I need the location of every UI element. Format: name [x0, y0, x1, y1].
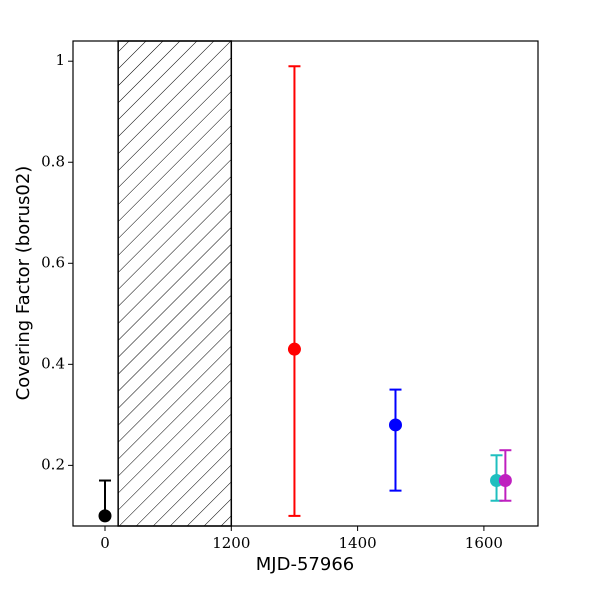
plot-frame — [72, 40, 539, 527]
shaded-region — [117, 40, 233, 527]
y-tick-label: 0.2 — [41, 455, 65, 473]
y-tick-label: 0.8 — [41, 152, 65, 170]
x-tick-label: 0 — [100, 534, 110, 552]
x-tick-label: 1400 — [339, 534, 377, 552]
x-tick-label: 1200 — [212, 534, 250, 552]
point — [388, 418, 402, 432]
y-axis-label: Covering Factor (borus02) — [13, 166, 34, 401]
y-tick-label: 0.6 — [41, 253, 65, 271]
y-tick-label: 0.4 — [41, 354, 65, 372]
point — [498, 474, 512, 488]
y-tick-label: 1 — [55, 51, 65, 69]
point — [287, 342, 301, 356]
x-tick-label: 1600 — [465, 534, 503, 552]
point — [98, 509, 112, 523]
x-axis-label: MJD-57966 — [256, 554, 354, 575]
